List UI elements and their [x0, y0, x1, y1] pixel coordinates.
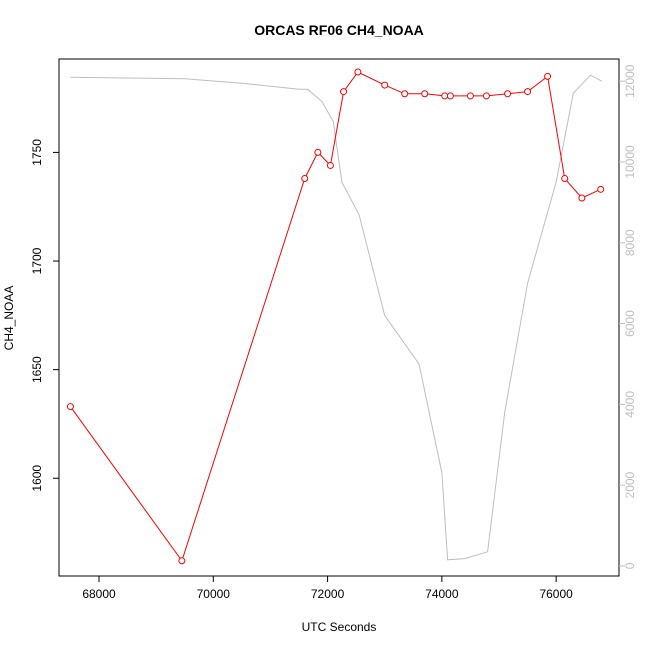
data-point [178, 557, 186, 565]
data-point [340, 88, 348, 96]
x-tick-label: 76000 [539, 587, 573, 601]
x-tick-label: 70000 [197, 587, 231, 601]
y-tick-label: 1750 [30, 139, 44, 166]
data-point [544, 72, 552, 80]
data-point [301, 174, 309, 182]
y2-tick-label: 8000 [623, 229, 637, 256]
data-point [326, 161, 334, 169]
data-point [561, 174, 569, 182]
y-tick-label: 1650 [30, 356, 44, 383]
data-point [597, 185, 605, 193]
secondary-series-line [70, 74, 603, 561]
y2-tick-label: 6000 [623, 310, 637, 337]
x-tick-label: 72000 [311, 587, 345, 601]
data-point [354, 68, 362, 76]
data-point [466, 92, 474, 100]
y2-tick-label: 2000 [623, 471, 637, 498]
x-tick-label: 74000 [425, 587, 459, 601]
data-point [504, 90, 512, 98]
data-point [421, 90, 429, 98]
y-tick-label: 1600 [30, 465, 44, 492]
y-axis-label: CH4_NOAA [2, 286, 16, 351]
data-point [524, 88, 532, 96]
data-point [314, 148, 322, 156]
chart-title: ORCAS RF06 CH4_NOAA [254, 22, 424, 38]
x-tick-label: 68000 [82, 587, 116, 601]
data-point [401, 90, 409, 98]
data-point [441, 92, 449, 100]
y2-tick-label: 0 [623, 562, 637, 569]
data-point [446, 92, 454, 100]
y2-tick-label: 12000 [623, 64, 637, 98]
y-tick-label: 1700 [30, 247, 44, 274]
data-point [578, 194, 586, 202]
axes: 68000 70000 72000 74000 76000 1600 1650 1700 175… [30, 64, 637, 601]
data-point [482, 92, 490, 100]
y2-tick-label: 4000 [623, 391, 637, 418]
y2-tick-label: 10000 [623, 145, 637, 179]
plot-frame [58, 58, 620, 577]
data-point [381, 81, 389, 89]
data-point [66, 403, 74, 411]
series-layer [66, 68, 605, 565]
x-axis-label: UTC Seconds [302, 620, 377, 634]
